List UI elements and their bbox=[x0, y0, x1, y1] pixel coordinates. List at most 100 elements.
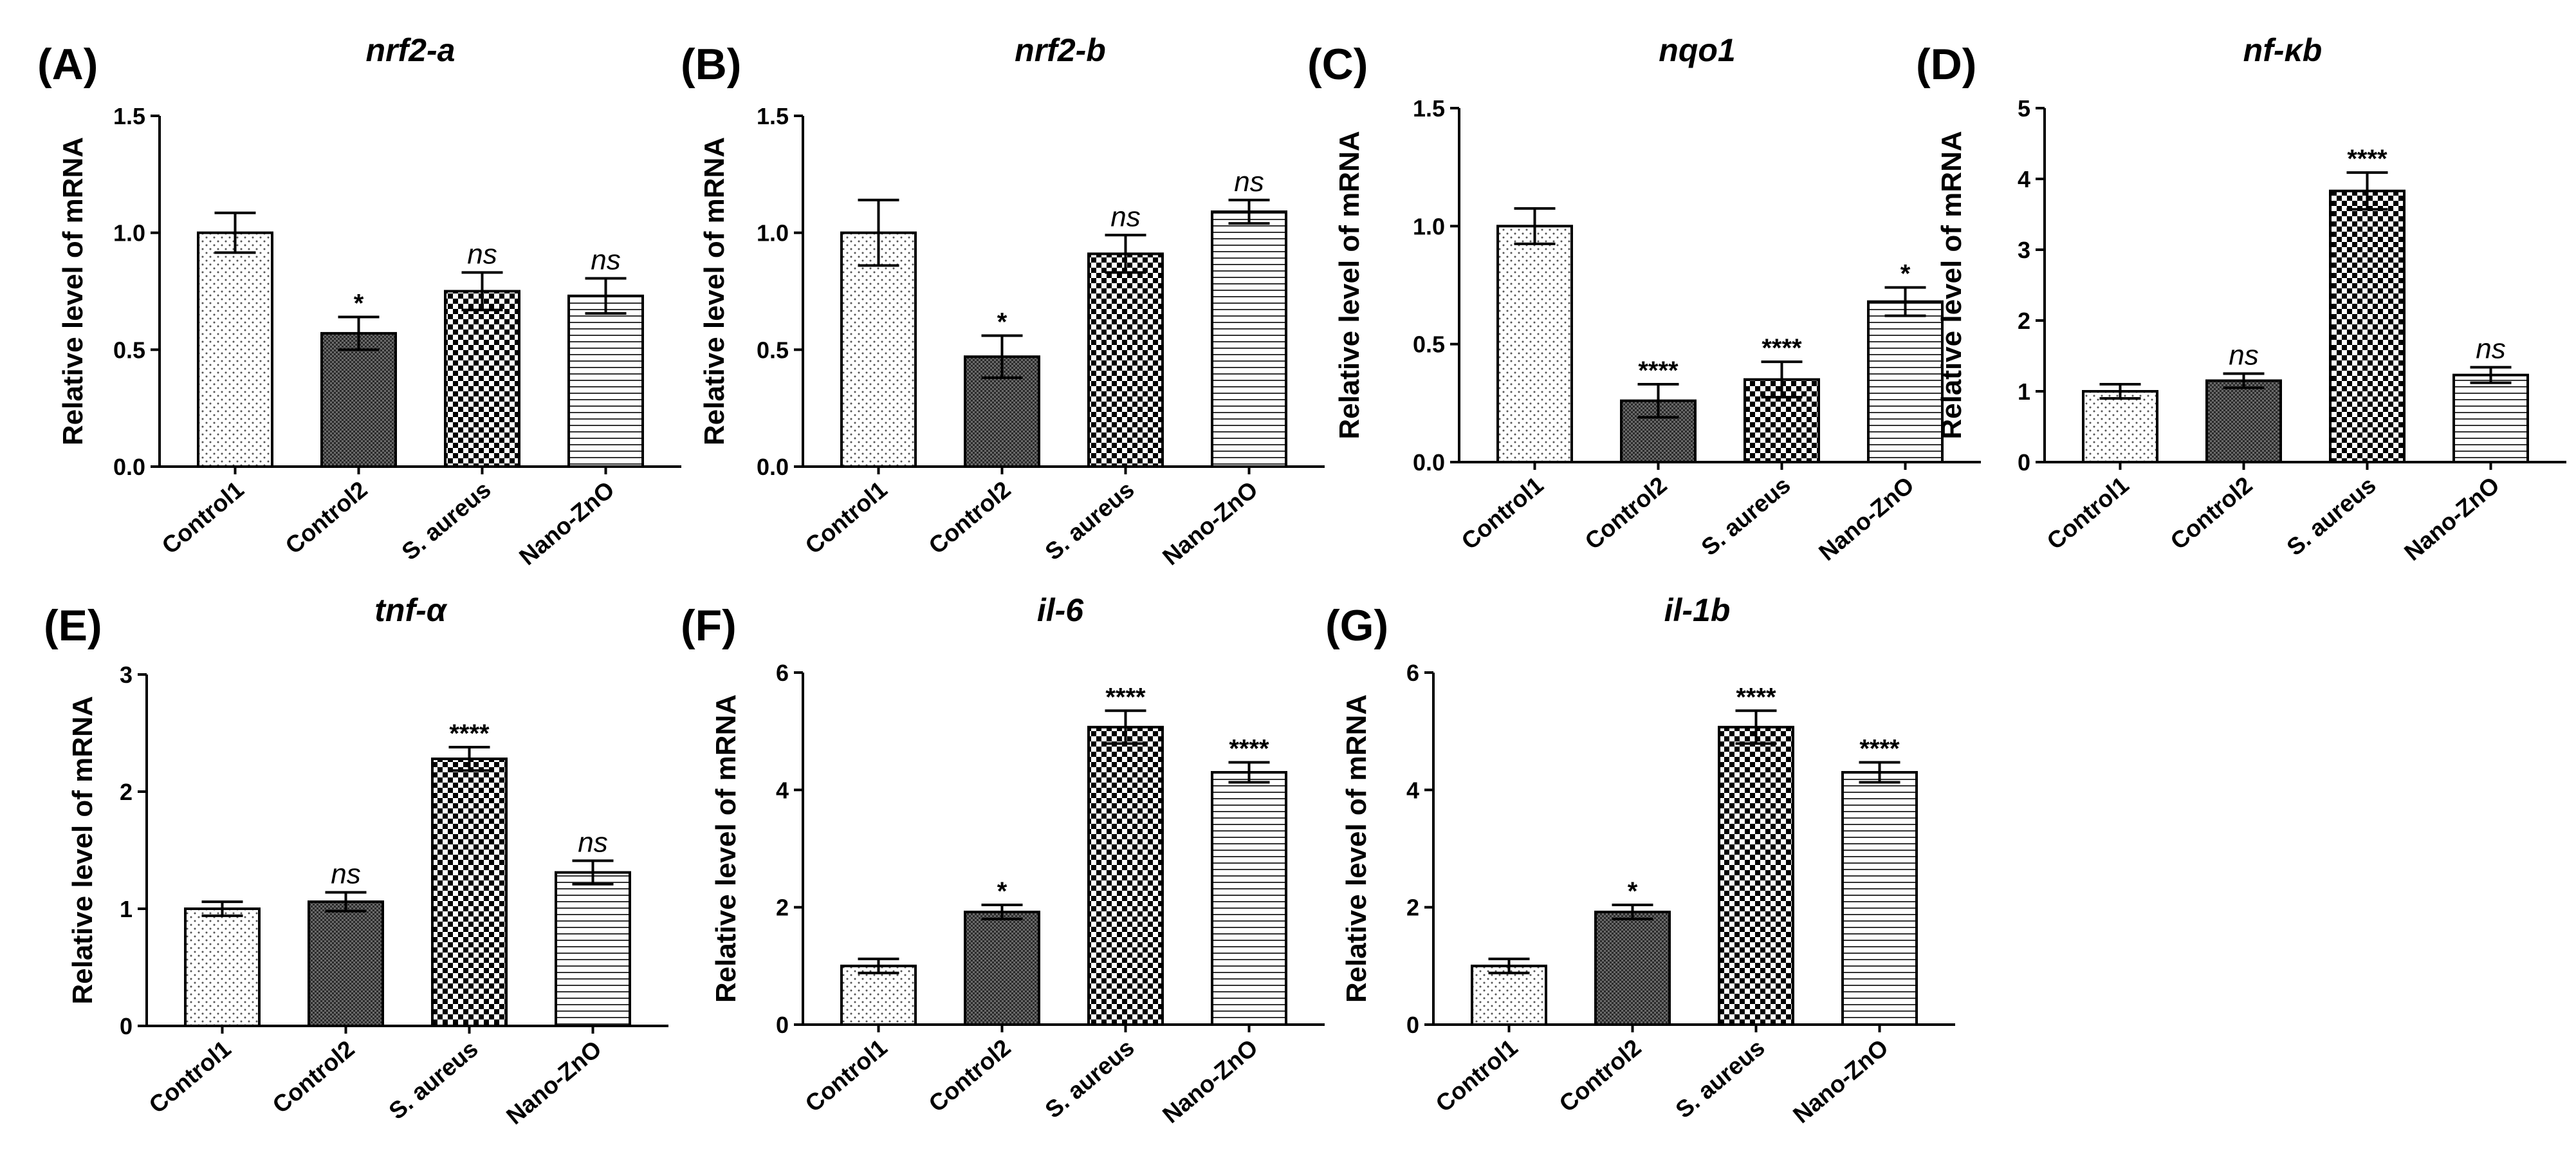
significance-label: * bbox=[1628, 877, 1638, 906]
bar bbox=[1087, 252, 1164, 468]
x-tick-label: Control2 bbox=[924, 476, 1016, 559]
y-tick-label: 1.5 bbox=[113, 103, 145, 129]
bar bbox=[2082, 390, 2158, 463]
x-tick-label: Nano-ZnO bbox=[2399, 472, 2504, 566]
significance-label: **** bbox=[1736, 683, 1776, 711]
y-axis-label: Relative level of mRNA bbox=[57, 137, 89, 445]
significance-label: **** bbox=[1105, 683, 1146, 711]
panel-letter: (A) bbox=[37, 40, 98, 89]
significance-label: * bbox=[997, 877, 1007, 906]
chart-title: nrf2-a bbox=[366, 32, 455, 68]
bar bbox=[1594, 910, 1671, 1026]
x-tick-label: S. aureus bbox=[1040, 1034, 1139, 1123]
y-tick-label: 2 bbox=[776, 895, 789, 921]
x-tick-label: S. aureus bbox=[2282, 472, 2381, 561]
significance-label: * bbox=[354, 289, 364, 317]
x-tick-label: Control2 bbox=[1580, 472, 1672, 555]
significance-label: ns bbox=[1234, 166, 1264, 198]
chart-panel-7: (G) il-1b Relative level of mRNA 0 2 4 6 Contro… bbox=[1325, 592, 1955, 1128]
y-tick-label: 6 bbox=[1406, 660, 1419, 686]
panel-letter: (F) bbox=[681, 601, 737, 650]
x-tick-label: Control2 bbox=[1554, 1034, 1646, 1117]
y-axis-label: Relative level of mRNA bbox=[1936, 131, 1967, 439]
y-tick-label: 1 bbox=[2018, 378, 2030, 405]
chart-title: nqo1 bbox=[1659, 32, 1735, 68]
panel-letter: (B) bbox=[681, 40, 741, 89]
significance-label: **** bbox=[1859, 734, 1900, 763]
bar bbox=[2329, 189, 2406, 463]
bar bbox=[2205, 379, 2282, 463]
significance-label: ns bbox=[591, 245, 620, 276]
bar bbox=[1496, 225, 1573, 463]
significance-label: **** bbox=[1762, 334, 1802, 362]
bar bbox=[1087, 725, 1164, 1027]
x-tick-label: Nano-ZnO bbox=[501, 1036, 606, 1130]
y-tick-label: 1.5 bbox=[1413, 95, 1445, 122]
x-tick-label: Control2 bbox=[281, 476, 373, 559]
y-tick-label: 0.5 bbox=[757, 337, 789, 363]
y-tick-label: 4 bbox=[2018, 166, 2030, 192]
y-axis-label: Relative level of mRNA bbox=[699, 137, 730, 445]
bar bbox=[1841, 770, 1918, 1026]
bar bbox=[1471, 964, 1547, 1027]
x-tick-label: Control1 bbox=[144, 1036, 236, 1119]
bar bbox=[184, 907, 261, 1027]
chart-panel-2: (B) nrf2-b Relative level of mRNA 0.0 0.5 1.0… bbox=[681, 32, 1325, 570]
y-tick-label: 4 bbox=[776, 777, 789, 803]
significance-label: * bbox=[997, 308, 1007, 337]
y-tick-label: 2 bbox=[1406, 895, 1419, 921]
chart-panel-6: (F) il-6 Relative level of mRNA 0 2 4 6 Control… bbox=[681, 592, 1325, 1128]
x-tick-label: Control1 bbox=[1431, 1034, 1523, 1117]
y-tick-label: 1 bbox=[120, 896, 133, 922]
significance-label: ns bbox=[2476, 333, 2505, 365]
bar bbox=[567, 294, 644, 468]
significance-label: **** bbox=[1638, 357, 1679, 385]
bar bbox=[320, 331, 397, 469]
x-tick-label: Control2 bbox=[924, 1034, 1016, 1117]
x-tick-label: Control2 bbox=[2166, 472, 2258, 555]
y-axis-label: Relative level of mRNA bbox=[1334, 131, 1365, 439]
y-tick-label: 6 bbox=[776, 660, 789, 686]
x-tick-label: Control2 bbox=[268, 1036, 360, 1119]
x-tick-label: Control1 bbox=[1457, 472, 1549, 555]
y-tick-label: 2 bbox=[120, 779, 133, 805]
y-tick-label: 0.0 bbox=[1413, 449, 1445, 476]
chart-panel-1: (A) nrf2-a Relative level of mRNA 0.0 0.5 1.0… bbox=[37, 32, 681, 570]
y-axis-label: Relative level of mRNA bbox=[67, 696, 98, 1004]
x-tick-label: Control1 bbox=[800, 476, 892, 559]
significance-label: ns bbox=[2229, 340, 2258, 371]
x-tick-label: S. aureus bbox=[384, 1036, 483, 1124]
chart-panel-4: (D) nf-κb Relative level of mRNA 0 1 2 3 4 5 Cont… bbox=[1916, 32, 2566, 566]
chart-title: il-6 bbox=[1037, 592, 1084, 628]
bar bbox=[555, 871, 631, 1027]
y-tick-label: 2 bbox=[2018, 308, 2030, 334]
y-tick-label: 3 bbox=[2018, 237, 2030, 263]
y-tick-label: 0.0 bbox=[757, 454, 789, 480]
bar bbox=[840, 964, 917, 1027]
x-tick-label: Control1 bbox=[157, 476, 249, 559]
bar bbox=[1718, 725, 1794, 1027]
bar bbox=[444, 290, 520, 468]
x-tick-label: Nano-ZnO bbox=[1157, 1034, 1262, 1128]
bar bbox=[308, 900, 384, 1027]
y-tick-label: 0 bbox=[2018, 449, 2030, 476]
y-tick-label: 1.0 bbox=[757, 220, 789, 246]
y-tick-label: 4 bbox=[1406, 777, 1419, 803]
y-tick-label: 0.5 bbox=[1413, 331, 1445, 358]
x-tick-label: Nano-ZnO bbox=[514, 476, 619, 570]
chart-panel-3: (C) nqo1 Relative level of mRNA 0.0 0.5 1.0 1.… bbox=[1307, 32, 1981, 566]
bar bbox=[197, 231, 273, 468]
y-tick-label: 0.0 bbox=[113, 454, 145, 480]
bar bbox=[964, 910, 1040, 1026]
significance-label: ns bbox=[331, 859, 360, 890]
significance-label: * bbox=[1900, 260, 1911, 288]
y-axis-label: Relative level of mRNA bbox=[1341, 694, 1372, 1003]
significance-label: ns bbox=[1110, 201, 1140, 232]
y-tick-label: 0 bbox=[776, 1012, 789, 1038]
panel-letter: (D) bbox=[1916, 40, 1976, 89]
bar bbox=[840, 231, 917, 468]
panel-letter: (C) bbox=[1307, 40, 1368, 89]
chart-title: tnf-α bbox=[374, 592, 447, 628]
